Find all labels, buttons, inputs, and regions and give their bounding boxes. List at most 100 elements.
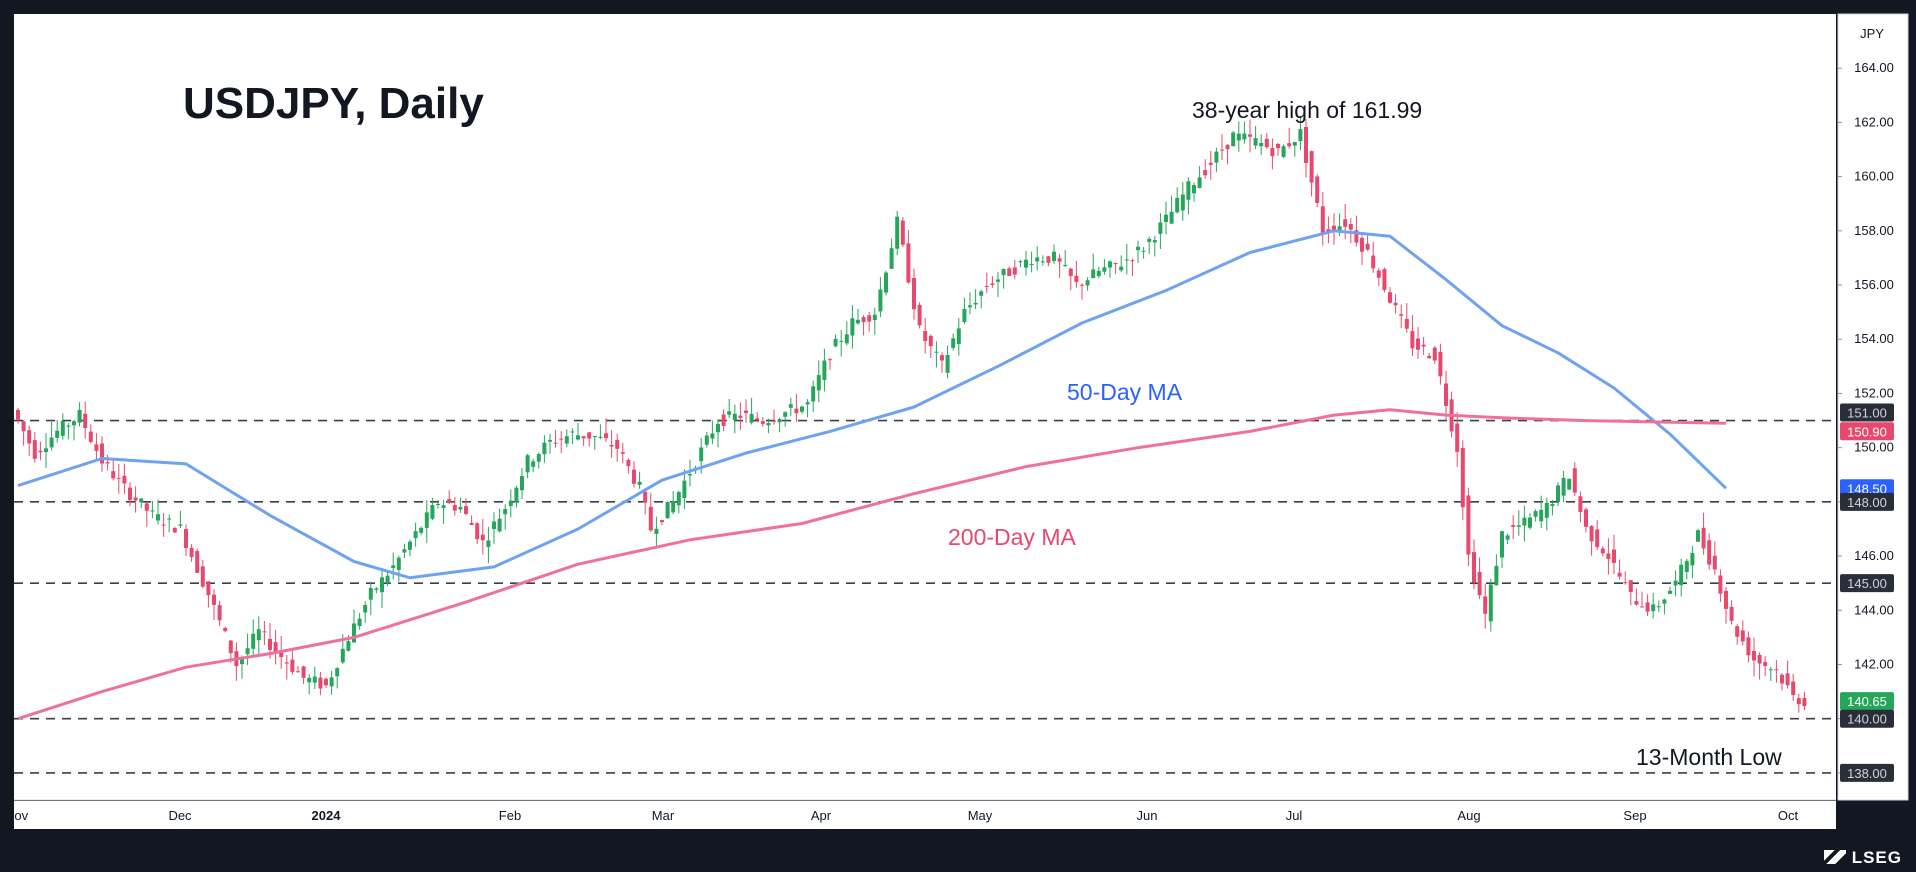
y-tick-label: 150.00 (1854, 440, 1894, 455)
candle-body (1281, 146, 1286, 157)
candle-body (889, 248, 894, 269)
candle-body (777, 419, 782, 423)
axis-value-label: 138.00 (1847, 766, 1887, 781)
candle-body (525, 455, 530, 473)
candle-body (1287, 143, 1292, 147)
candle-body (430, 505, 435, 519)
candle-body (1046, 256, 1051, 263)
candle-body (161, 524, 166, 526)
candle-body (531, 461, 536, 467)
candle-body (1421, 344, 1426, 347)
candle-body (1505, 535, 1510, 540)
candle-body (1001, 269, 1006, 276)
candle-body (312, 676, 317, 683)
x-month-label: May (968, 808, 993, 823)
candle-body (262, 631, 267, 633)
candle-body (66, 425, 71, 427)
candle-body (329, 677, 334, 687)
candle-body (710, 433, 715, 439)
candle-body (1253, 138, 1258, 146)
candle-body (189, 547, 194, 557)
candle-body (464, 506, 468, 514)
candle-body (1382, 269, 1387, 290)
candle-body (1018, 261, 1023, 263)
candle-body (1136, 246, 1140, 251)
candle-body (839, 340, 844, 342)
candle-body (340, 648, 345, 663)
candle-body (1007, 268, 1012, 276)
candle-body (1432, 347, 1437, 361)
candle-body (587, 432, 592, 439)
candle-body (1584, 509, 1588, 527)
candle-body (1679, 564, 1684, 586)
candle-body (1460, 447, 1465, 508)
candle-body (1388, 292, 1392, 303)
lseg-logo: LSEG (1823, 848, 1902, 868)
candle-body (1276, 144, 1280, 149)
candle-body (21, 421, 26, 432)
candle-body (1343, 219, 1348, 227)
candle-body (1522, 517, 1527, 526)
candle-body (1203, 170, 1208, 176)
candle-body (150, 510, 155, 512)
brand-name: LSEG (1851, 848, 1902, 867)
candle-body (27, 430, 32, 444)
candle-body (1119, 266, 1124, 271)
candle-body (1791, 681, 1796, 696)
candle-body (408, 541, 412, 550)
candle-body (1589, 526, 1594, 542)
candle-body (962, 308, 967, 323)
candle-body (1259, 142, 1264, 147)
candle-body (794, 408, 799, 414)
candle-body (1662, 599, 1667, 604)
candle-body (688, 474, 692, 476)
candle-body (721, 414, 726, 426)
candle-body (1533, 511, 1538, 517)
candle-body (240, 657, 244, 665)
candle-body (1393, 302, 1398, 306)
candle-body (654, 528, 659, 534)
candle-body (1410, 331, 1415, 349)
candle-body (94, 444, 99, 451)
candle-body (788, 404, 793, 408)
candle-body (436, 503, 440, 505)
candle-body (217, 605, 222, 621)
candle-body (228, 640, 233, 654)
candle-body (83, 413, 88, 428)
candle-body (676, 492, 681, 506)
candle-body (968, 305, 972, 308)
candle-body (1623, 582, 1628, 584)
candle-body (1634, 601, 1639, 605)
annotation-13-month-low: 13-Month Low (1636, 744, 1782, 770)
candle-body (363, 604, 368, 613)
candle-body (480, 534, 485, 541)
candle-body (1309, 151, 1314, 183)
candle-body (1040, 261, 1045, 263)
candle-body (1438, 351, 1443, 377)
candle-body (665, 501, 670, 519)
candle-body (38, 450, 43, 453)
candle-body (1640, 606, 1644, 608)
candle-body (1444, 383, 1448, 406)
candle-body (1483, 596, 1488, 614)
candle-body (1035, 257, 1040, 262)
candle-body (1225, 144, 1230, 150)
candle-body (1668, 590, 1672, 594)
candle-body (396, 557, 401, 570)
candle-body (1718, 575, 1723, 594)
candle-body (867, 315, 872, 322)
axis-value-label: 148.00 (1847, 495, 1887, 510)
candle-body (122, 475, 127, 484)
axis-value-badge (1840, 422, 1894, 441)
candle-body (833, 338, 838, 347)
axis-value-badge (1840, 692, 1894, 711)
candle-body (1158, 222, 1163, 234)
axis-value-badge (1840, 403, 1894, 422)
candle-body (206, 581, 211, 596)
candle-body (72, 421, 76, 426)
candle-body (128, 487, 132, 501)
candle-body (615, 439, 620, 449)
candle-body (979, 291, 984, 296)
candle-body (1298, 129, 1303, 142)
x-month-label: Sep (1623, 808, 1646, 823)
